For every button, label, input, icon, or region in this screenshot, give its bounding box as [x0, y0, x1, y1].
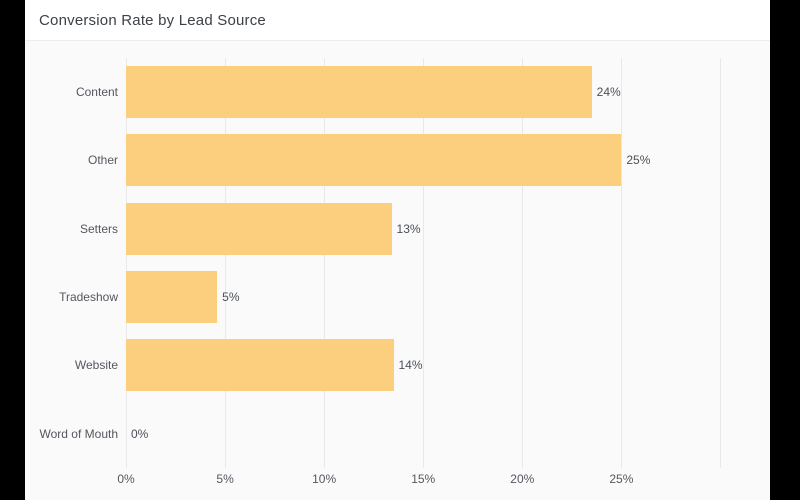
value-label: 25% [626, 153, 651, 168]
value-label: 24% [596, 85, 621, 100]
chart-title: Conversion Rate by Lead Source [39, 11, 266, 29]
category-label: Other [87, 153, 118, 168]
gridline-0pct [126, 58, 127, 468]
category-axis: Content Other Setters Tradeshow Website Word … [25, 58, 118, 468]
value-label: 5% [222, 290, 240, 305]
gridline-15pct [423, 58, 425, 468]
category-label: Tradeshow [59, 290, 118, 305]
category-label: Website [74, 358, 118, 373]
x-tick-label: 15% [411, 472, 436, 486]
value-label: 0% [131, 426, 149, 441]
gridline-5pct [225, 58, 227, 468]
x-tick-label: 25% [609, 472, 634, 486]
chart-card: Conversion Rate by Lead Source Content Ot… [25, 0, 770, 500]
bar-chart: Content Other Setters Tradeshow Website Word … [25, 41, 770, 500]
gridline-10pct [324, 58, 326, 468]
category-label: Setters [79, 221, 118, 236]
gridline-30pct [720, 58, 722, 468]
chart-header: Conversion Rate by Lead Source [25, 0, 770, 41]
bar-rows: 24% 25% 13% 5% 14% 0% [126, 58, 770, 468]
x-tick-label: 20% [510, 472, 535, 486]
bar-tradeshow[interactable] [126, 271, 218, 324]
bar-row: 25% [126, 126, 770, 194]
category-label: Word of Mouth [39, 426, 118, 441]
bar-row: 24% [126, 58, 770, 126]
bar-setters[interactable] [126, 202, 392, 255]
gridline-20pct [522, 58, 524, 468]
x-tick-label: 0% [117, 472, 135, 486]
value-label: 13% [396, 221, 421, 236]
bar-row: 0% [126, 400, 770, 468]
bar-row: 5% [126, 263, 770, 331]
bar-content[interactable] [126, 66, 592, 119]
x-tick-label: 10% [312, 472, 337, 486]
gridline-25pct [621, 58, 623, 468]
bar-row: 13% [126, 195, 770, 263]
category-label: Content [75, 85, 118, 100]
bar-row: 14% [126, 331, 770, 399]
bar-other[interactable] [126, 134, 622, 187]
value-label: 14% [398, 358, 423, 373]
bar-website[interactable] [126, 339, 394, 392]
x-tick-label: 5% [216, 472, 234, 486]
plot-area: 24% 25% 13% 5% 14% 0% [126, 58, 770, 468]
